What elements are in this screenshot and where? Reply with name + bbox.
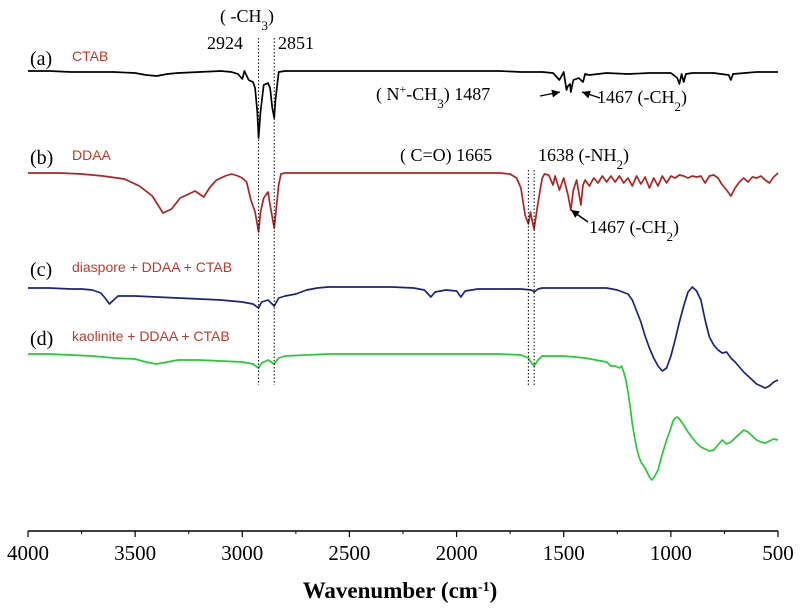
series-name-b: DDAA	[72, 147, 112, 163]
x-tick-label-500: 500	[762, 541, 794, 565]
anno-2924: 2924	[207, 33, 243, 53]
x-tick-label-1500: 1500	[543, 541, 585, 565]
anno-ch3: ( -CH3)	[220, 6, 274, 33]
series-layer	[28, 70, 779, 481]
x-tick-label-2500: 2500	[328, 541, 370, 565]
anno-1638-nh2: 1638 (-NH2)	[538, 145, 629, 172]
x-tick-label-4000: 4000	[7, 541, 49, 565]
arrow-1467-a	[581, 90, 601, 99]
panel-letter-d: (d)	[30, 328, 53, 350]
panel-letter-a: (a)	[30, 48, 52, 70]
series-line-a	[28, 70, 778, 139]
anno-1467-ch2-a: 1467 (-CH2)	[597, 87, 687, 114]
series-name-d: kaolinite + DDAA + CTAB	[72, 328, 230, 344]
anno-1467-ch2-b: 1467 (-CH2)	[589, 217, 679, 244]
anno-2851: 2851	[278, 33, 314, 53]
anno-n-ch3-1487: ( N+-CH3) 1487	[376, 82, 490, 111]
arrow-1467-b-head	[571, 210, 580, 218]
label-layer: (a) CTAB (b) DDAA (c) diaspore + DDAA + CTAB (…	[30, 6, 687, 350]
series-line-d	[28, 353, 779, 481]
x-tick-label-3000: 3000	[221, 541, 263, 565]
arrow-1467-a-head	[582, 90, 591, 99]
x-tick-label-1000: 1000	[650, 541, 692, 565]
panel-letter-b: (b)	[30, 147, 53, 169]
anno-c-o-1665: ( C=O) 1665	[400, 145, 492, 166]
panel-letter-c: (c)	[30, 259, 52, 281]
series-line-b	[28, 172, 779, 233]
series-name-c: diaspore + DDAA + CTAB	[72, 259, 232, 275]
guide-layer	[258, 38, 535, 385]
arrow-1467-b	[570, 209, 589, 223]
series-line-c	[28, 286, 779, 389]
series-name-a: CTAB	[72, 48, 108, 64]
arrow-1487	[539, 89, 561, 98]
x-tick-label-3500: 3500	[114, 541, 156, 565]
arrow-1487-head	[551, 89, 560, 98]
x-axis-label: Wavenumber (cm-1)	[303, 578, 498, 603]
x-axis: 4000 3500 3000 2500 2000 1500 1000 500 Wavenumbe…	[7, 530, 794, 603]
x-tick-label-2000: 2000	[436, 541, 478, 565]
